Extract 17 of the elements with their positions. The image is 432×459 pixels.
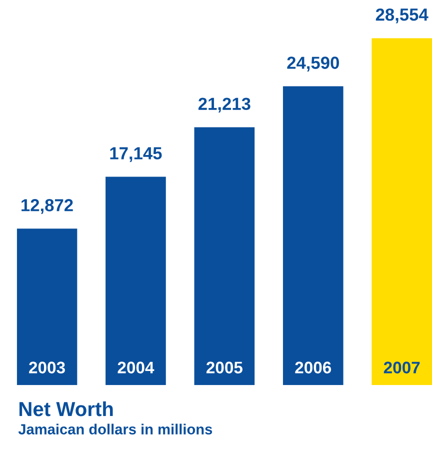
x-tick-label: 2004 xyxy=(118,362,154,374)
text: Jamaican dollars in millions xyxy=(18,424,212,434)
text: Net Worth xyxy=(19,401,113,416)
x-tick-label: 2005 xyxy=(206,362,242,374)
data-label: 17,145 xyxy=(110,147,162,162)
data-label: 28,554 xyxy=(376,8,428,24)
bar xyxy=(106,176,166,386)
bar xyxy=(16,228,78,386)
bar xyxy=(372,38,432,386)
bar xyxy=(194,127,255,386)
data-label: 12,872 xyxy=(22,199,73,214)
x-tick-label: 2003 xyxy=(29,362,65,374)
data-label: 24,590 xyxy=(287,56,339,72)
data-label: 21,213 xyxy=(198,98,250,113)
x-tick-label: 2007 xyxy=(384,362,420,374)
x-tick-label: 2006 xyxy=(295,362,332,374)
bar xyxy=(282,86,344,386)
